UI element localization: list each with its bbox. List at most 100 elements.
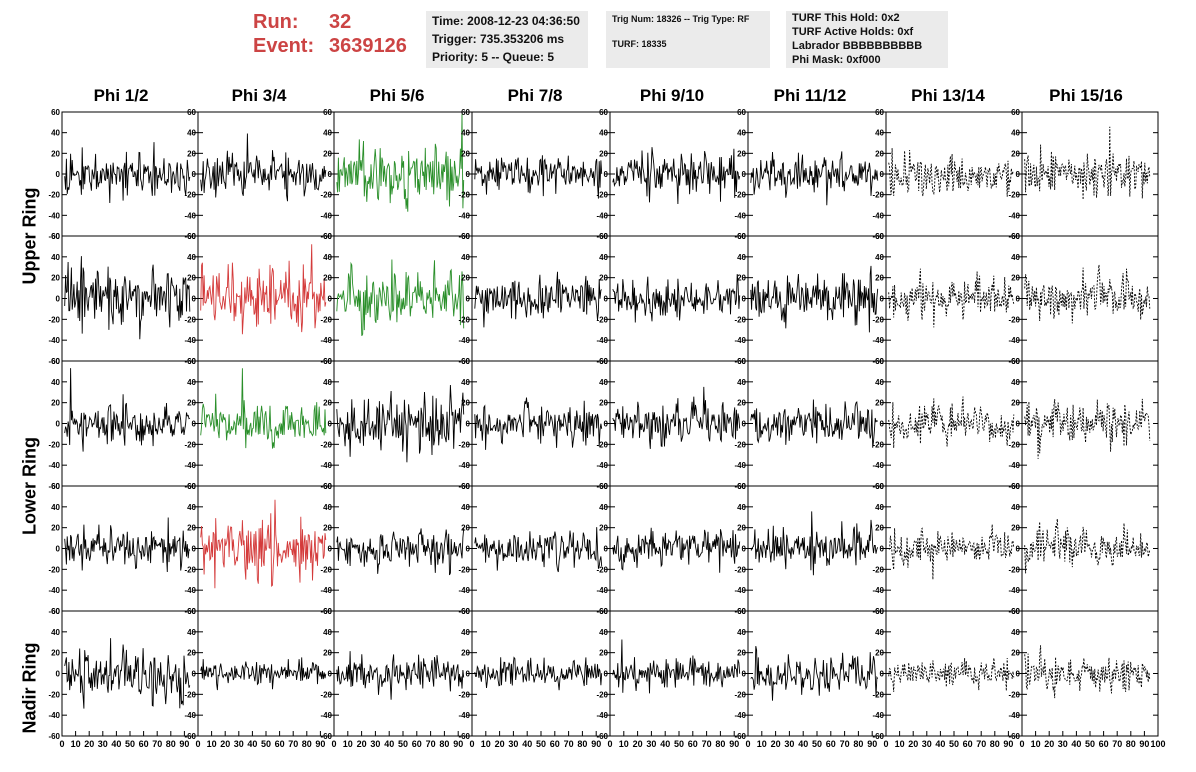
waveform-trace — [474, 397, 603, 450]
waveform-trace — [750, 265, 879, 333]
y-tick-label: 40 — [187, 378, 196, 387]
waveform-trace — [474, 656, 603, 691]
waveform-trace — [888, 524, 1015, 580]
y-tick-label: 40 — [599, 253, 608, 262]
y-tick-label: -20 — [320, 315, 332, 324]
y-tick-label: 0 — [604, 670, 609, 679]
y-tick-label: -40 — [872, 586, 884, 595]
y-tick-label: 60 — [1011, 357, 1020, 366]
column-header-8: Phi 15/16 — [1049, 86, 1123, 105]
x-tick-label: 90 — [1139, 739, 1149, 749]
y-tick-label: 0 — [466, 670, 471, 679]
y-tick-label: 20 — [737, 149, 746, 158]
event-label: Event: — [253, 35, 315, 57]
y-tick-label: 60 — [461, 482, 470, 491]
labrador-text: Labrador BBBBBBBBBB — [792, 40, 923, 52]
priority-text: Priority: 5 -- Queue: 5 — [432, 50, 555, 64]
panel-frame — [333, 111, 473, 237]
y-tick-label: -60 — [734, 482, 746, 491]
panel-frame — [609, 485, 749, 612]
y-tick-label: -40 — [48, 586, 60, 595]
waveform-trace — [750, 646, 879, 701]
y-tick-label: -40 — [458, 336, 470, 345]
y-tick-label: -20 — [320, 440, 332, 449]
y-tick-label: -60 — [1008, 607, 1020, 616]
panel-r1-c3 — [333, 111, 473, 237]
y-tick-label: 0 — [56, 295, 61, 304]
panel-frame — [197, 235, 335, 362]
y-tick-label: -40 — [320, 461, 332, 470]
y-tick-label: 60 — [323, 357, 332, 366]
y-tick-label: -40 — [734, 461, 746, 470]
y-tick-label: 60 — [599, 482, 608, 491]
panel-r3-c2 — [197, 360, 335, 487]
y-tick-label: 0 — [1016, 670, 1021, 679]
y-tick-label: 40 — [461, 628, 470, 637]
waveform-trace — [612, 386, 741, 449]
y-tick-label: 20 — [461, 649, 470, 658]
waveform-trace — [200, 133, 327, 202]
column-header-3: Phi 5/6 — [369, 86, 425, 105]
y-tick-label: 40 — [323, 378, 332, 387]
y-tick-label: -20 — [734, 565, 746, 574]
y-tick-label: -60 — [872, 732, 884, 741]
y-tick-label: -20 — [596, 440, 608, 449]
y-tick-label: -40 — [184, 211, 196, 220]
y-tick-label: 60 — [875, 108, 884, 117]
panel-frame — [333, 235, 473, 362]
panel-frame — [885, 610, 1023, 737]
y-tick-label: 0 — [1016, 420, 1021, 429]
x-tick-label: 50 — [398, 739, 408, 749]
y-tick-label: 40 — [599, 129, 608, 138]
x-tick-label: 60 — [963, 739, 973, 749]
x-tick-label: 70 — [564, 739, 574, 749]
y-tick-label: 20 — [461, 149, 470, 158]
y-tick-label: 40 — [187, 253, 196, 262]
x-tick-label: 20 — [357, 739, 367, 749]
y-tick-label: 0 — [56, 420, 61, 429]
panel-r5-c3 — [333, 610, 473, 737]
y-tick-label: 60 — [51, 607, 60, 616]
y-tick-label: 0 — [56, 170, 61, 179]
y-tick-label: 0 — [328, 170, 333, 179]
x-tick-label: 0 — [1019, 739, 1024, 749]
y-tick-label: -20 — [320, 191, 332, 200]
waveform-trace — [1024, 264, 1151, 324]
event-value: 3639126 — [329, 35, 407, 57]
y-tick-label: 60 — [875, 607, 884, 616]
waveform-trace — [336, 114, 465, 212]
y-tick-label: -40 — [48, 711, 60, 720]
y-tick-label: 20 — [51, 649, 60, 658]
y-tick-label: -60 — [48, 732, 60, 741]
y-tick-label: 0 — [604, 420, 609, 429]
panel-r3-c3 — [333, 360, 473, 487]
x-tick-label: 50 — [812, 739, 822, 749]
y-tick-label: 60 — [875, 482, 884, 491]
panel-frame — [197, 360, 335, 487]
y-tick-label: 20 — [875, 149, 884, 158]
y-tick-label: -40 — [1008, 461, 1020, 470]
x-tick-label: 30 — [98, 739, 108, 749]
time-info-panel: Time: 2008-12-23 04:36:50 Trigger: 735.3… — [426, 11, 588, 68]
x-tick-label: 50 — [1085, 739, 1095, 749]
y-tick-label: 60 — [875, 232, 884, 241]
y-tick-label: -60 — [184, 232, 196, 241]
y-tick-label: -20 — [734, 191, 746, 200]
y-tick-label: 20 — [461, 524, 470, 533]
y-tick-label: -60 — [458, 607, 470, 616]
y-tick-label: 40 — [51, 129, 60, 138]
waveform-trace — [1024, 398, 1151, 459]
x-tick-label: 20 — [633, 739, 643, 749]
y-tick-label: 60 — [461, 357, 470, 366]
y-tick-label: -60 — [48, 232, 60, 241]
column-header-5: Phi 9/10 — [639, 86, 705, 105]
y-tick-label: 60 — [323, 108, 332, 117]
y-tick-label: -40 — [596, 711, 608, 720]
y-tick-label: -40 — [184, 461, 196, 470]
panel-r2-c6 — [747, 235, 887, 362]
panel-r2-c2 — [197, 235, 335, 362]
y-tick-label: 20 — [51, 399, 60, 408]
y-tick-label: 0 — [880, 295, 885, 304]
panel-r3-c6 — [747, 360, 887, 487]
y-tick-label: -20 — [1008, 191, 1020, 200]
